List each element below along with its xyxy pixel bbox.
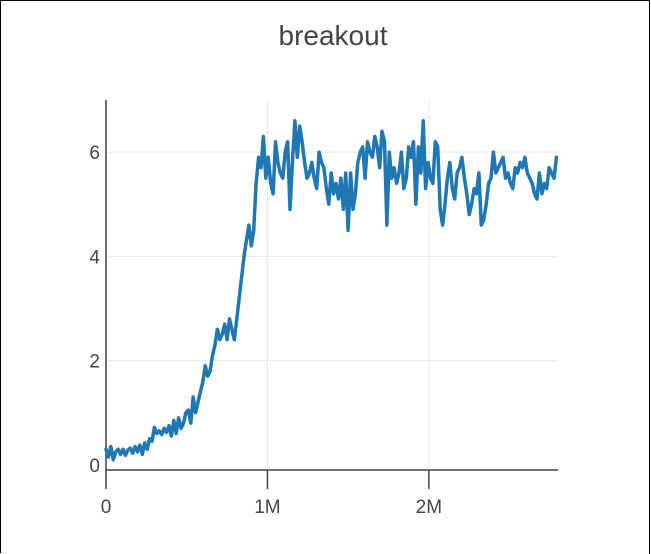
y-tick-label-0: 0	[89, 456, 100, 477]
x-tick-label-2M: 2M	[416, 497, 442, 518]
series-line-breakout	[104, 119, 559, 462]
tick-labels: 0 1M 2M 0 2 4 6	[89, 143, 442, 518]
chart-title: breakout	[279, 20, 388, 51]
grid-lines	[106, 100, 558, 470]
y-tick-label-2: 2	[89, 352, 100, 373]
x-tick-label-1M: 1M	[254, 497, 280, 518]
x-tick-label-0: 0	[101, 497, 112, 518]
y-tick-label-6: 6	[89, 143, 100, 164]
series-layer	[104, 119, 559, 462]
axes	[105, 100, 558, 489]
chart-frame-right-edge	[649, 0, 650, 554]
y-tick-label-4: 4	[89, 247, 100, 268]
